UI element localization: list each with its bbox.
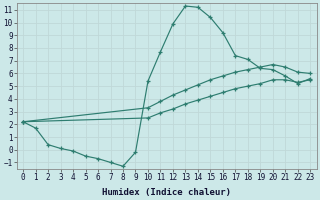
X-axis label: Humidex (Indice chaleur): Humidex (Indice chaleur) — [102, 188, 231, 197]
